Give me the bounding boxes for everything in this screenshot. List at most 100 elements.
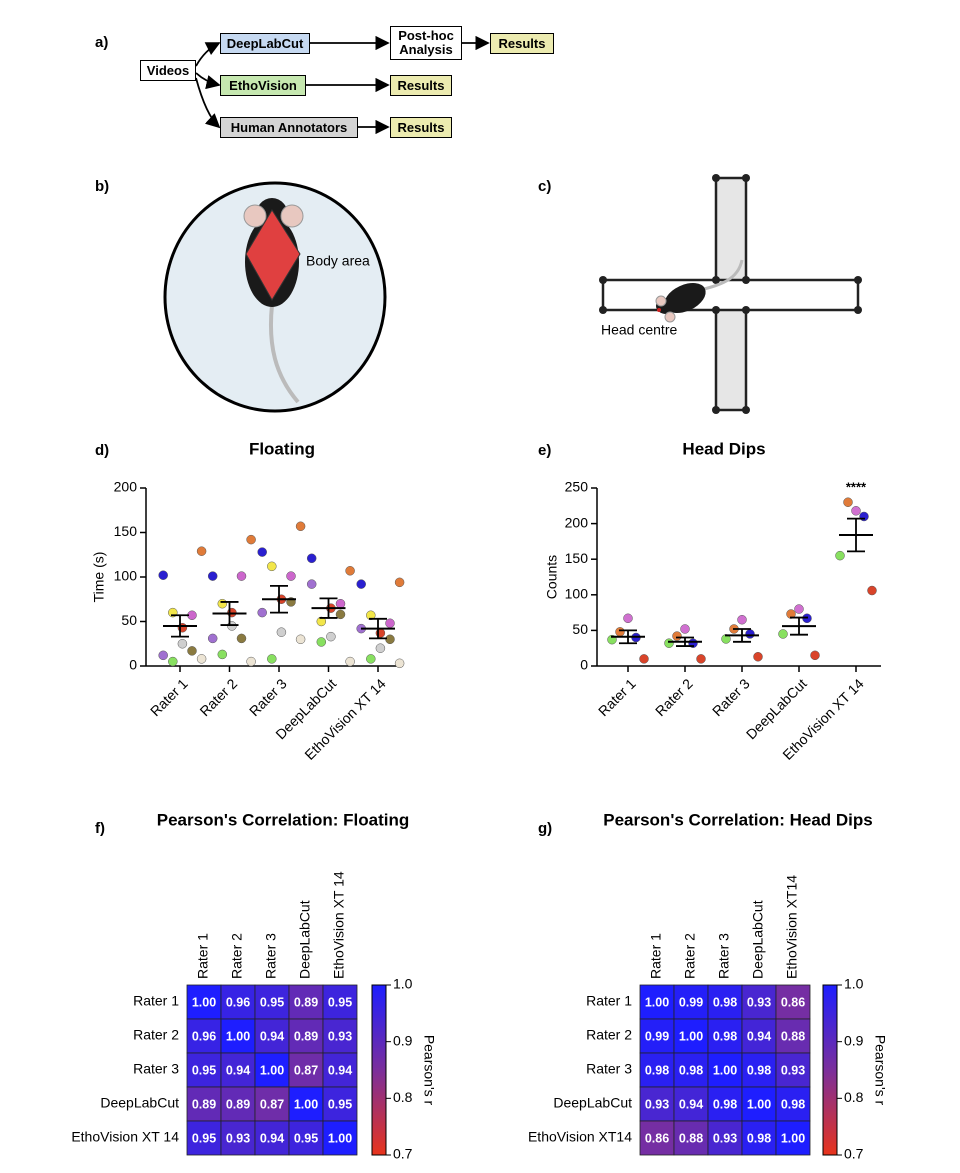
heatmap-cell: [254, 1086, 290, 1122]
flow-node: EthoVision: [220, 75, 306, 96]
cell-label: 1.00: [679, 1029, 703, 1043]
cell-label: 0.98: [679, 1063, 703, 1077]
heatmap-cell: [322, 1052, 358, 1088]
heatmap-cell: [220, 1052, 256, 1088]
panel-label: e): [538, 442, 551, 459]
cell-label: 0.94: [260, 1029, 284, 1043]
data-point: [168, 656, 178, 667]
data-point: [794, 604, 804, 614]
data-point: [867, 585, 877, 596]
data-point: [345, 566, 355, 576]
data-point: [306, 579, 317, 589]
cell-label: 1.00: [226, 1029, 250, 1043]
data-point: [257, 547, 267, 557]
x-tick-label: Rater 3: [246, 675, 290, 719]
data-point: [177, 639, 188, 649]
chart-title: Pearson's Correlation: Floating: [157, 810, 409, 829]
cell-label: 0.98: [713, 1097, 737, 1111]
data-point: [286, 571, 296, 581]
heatmap-cell: [673, 984, 709, 1020]
data-point: [680, 624, 690, 634]
data-point: [745, 629, 755, 639]
cell-label: 0.94: [747, 1029, 771, 1043]
column-label: EthoVision XT14: [784, 875, 800, 979]
heatmap-cell: [186, 1120, 222, 1156]
cell-label: 0.95: [192, 1063, 216, 1077]
heatmap-cell: [186, 1052, 222, 1088]
head-label: Head centre: [601, 322, 677, 338]
heatmap-cell: [288, 984, 324, 1020]
heatmap-cell: [707, 1018, 743, 1054]
data-point: [276, 627, 287, 637]
y-tick-label: 0: [129, 657, 137, 673]
cell-label: 0.89: [294, 1029, 318, 1043]
data-point: [335, 609, 346, 620]
data-point: [335, 598, 346, 609]
heatmap-cell: [322, 1086, 358, 1122]
heatmap-cell: [673, 1052, 709, 1088]
heatmap-cell: [741, 1086, 777, 1122]
heatmap-cell: [288, 1086, 324, 1122]
cell-label: 0.89: [226, 1097, 250, 1111]
row-label: Rater 3: [133, 1061, 179, 1077]
maze-diagram: Head centre: [599, 174, 862, 414]
heatmap-cell: [220, 1086, 256, 1122]
colorbar: [822, 984, 838, 1156]
data-point: [623, 613, 633, 624]
data-point: [187, 646, 197, 656]
body-label: Body area: [306, 253, 370, 269]
significance: ****: [846, 480, 867, 495]
cell-label: 0.98: [713, 995, 737, 1009]
colorbar-tick-label: 0.7: [393, 1146, 413, 1162]
data-point: [236, 633, 247, 644]
data-point: [196, 546, 207, 556]
cell-label: 1.00: [645, 995, 669, 1009]
column-label: Rater 1: [195, 933, 211, 979]
y-tick-label: 100: [114, 568, 138, 584]
data-point: [615, 627, 625, 637]
x-tick-label: Rater 2: [652, 675, 696, 719]
y-tick-label: 150: [114, 523, 138, 539]
data-point: [345, 656, 355, 667]
data-point: [316, 637, 327, 647]
data-point: [672, 631, 682, 641]
cell-label: 0.98: [747, 1131, 771, 1145]
cell-label: 0.88: [781, 1029, 805, 1043]
x-tick-label: Rater 1: [147, 675, 191, 719]
column-label: Rater 3: [716, 933, 732, 979]
data-point: [158, 650, 168, 661]
cell-label: 0.96: [226, 995, 250, 1009]
y-tick-label: 200: [565, 514, 589, 530]
cell-label: 0.98: [747, 1063, 771, 1077]
data-point: [366, 654, 376, 664]
data-point: [196, 654, 207, 664]
heatmap-cell: [220, 984, 256, 1020]
heatmap-cell: [741, 1120, 777, 1156]
heatmap-cell: [288, 1018, 324, 1054]
heatmap-cell: [639, 1086, 675, 1122]
colorbar-tick-label: 0.9: [844, 1032, 864, 1048]
data-point: [316, 616, 327, 627]
arena-diagram: Body area: [163, 181, 387, 413]
heatmap-cell: [322, 1120, 358, 1156]
cell-label: 1.00: [747, 1097, 771, 1111]
colorbar: [371, 984, 387, 1156]
column-label: Rater 3: [263, 933, 279, 979]
data-point: [207, 571, 218, 581]
row-label: EthoVision XT 14: [71, 1129, 179, 1145]
cell-label: 1.00: [192, 995, 216, 1009]
colorbar-tick-label: 0.7: [844, 1146, 864, 1162]
data-point: [753, 651, 763, 662]
data-point: [835, 550, 845, 561]
heatmap-cell: [186, 1086, 222, 1122]
data-point: [158, 570, 168, 580]
cell-label: 0.89: [294, 995, 318, 1009]
cell-label: 0.86: [781, 995, 805, 1009]
colorbar-tick-label: 0.9: [393, 1032, 413, 1048]
column-label: EthoVision XT 14: [331, 871, 347, 979]
column-label: Rater 1: [648, 933, 664, 979]
y-tick-label: 0: [580, 657, 588, 673]
column-label: DeepLabCut: [297, 900, 313, 979]
cell-label: 0.98: [713, 1029, 737, 1043]
